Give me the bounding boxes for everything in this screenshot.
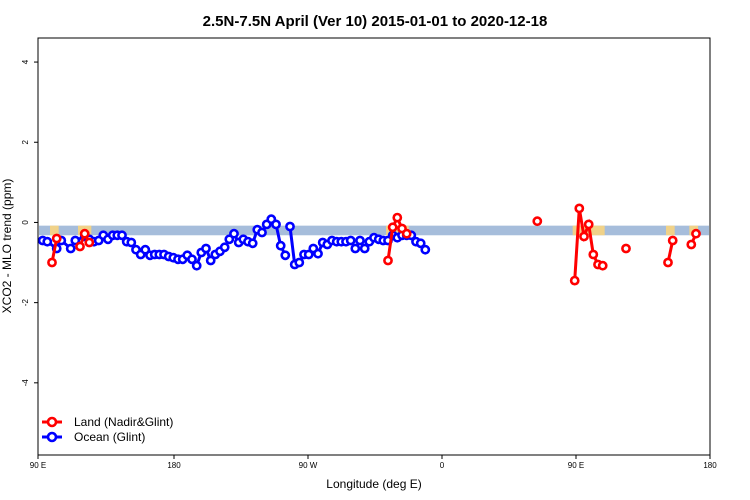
data-point (117, 230, 127, 241)
data-point (350, 243, 361, 254)
legend-label: Ocean (Glint) (74, 430, 145, 444)
data-point (359, 243, 370, 254)
plot-frame (37, 37, 711, 456)
legend-marker (46, 416, 58, 428)
data-point (84, 237, 95, 248)
x-tick-label: 180 (703, 461, 717, 470)
data-point (588, 249, 599, 260)
data-point (532, 216, 543, 227)
series-ocean (37, 214, 431, 271)
y-tick-label: 0 (21, 220, 30, 225)
data-point (569, 275, 580, 286)
legend-marker (46, 431, 58, 443)
legend-label: Land (Nadir&Glint) (74, 415, 173, 429)
series-land (47, 203, 701, 286)
data-point (187, 254, 197, 265)
data-point (383, 255, 393, 266)
land-band-2 (386, 225, 409, 236)
data-point (275, 240, 286, 251)
band-group (39, 225, 709, 236)
data-point (392, 212, 403, 223)
data-point (191, 260, 202, 271)
data-point (219, 242, 230, 253)
chart-title: 2.5N-7.5N April (Ver 10) 2015-01-01 to 2… (203, 13, 548, 30)
data-point (47, 257, 57, 268)
data-point (70, 235, 81, 246)
legend-item: Ocean (Glint) (42, 430, 145, 444)
data-point (415, 238, 426, 249)
data-point (75, 241, 85, 252)
data-point (355, 235, 365, 246)
data-point (271, 219, 281, 230)
y-tick-label: -2 (21, 299, 30, 307)
series-group (37, 203, 701, 286)
land-band-6 (666, 225, 675, 236)
data-point (579, 231, 589, 242)
data-point (387, 222, 398, 233)
data-point (229, 228, 239, 239)
x-axis-label: Longitude (deg E) (326, 477, 421, 491)
x-tick-label: 180 (167, 461, 181, 470)
legend: Land (Nadir&Glint)Ocean (Glint) (42, 415, 173, 444)
data-point (126, 237, 137, 248)
data-point (51, 233, 62, 244)
data-point (574, 203, 585, 214)
y-tick-label: 2 (21, 139, 30, 144)
data-point (420, 244, 431, 255)
data-point (686, 239, 697, 250)
data-point (285, 221, 295, 232)
data-point (79, 228, 90, 239)
data-point (205, 255, 216, 266)
y-axis-label: XCO2 - MLO trend (ppm) (0, 179, 14, 314)
data-point (294, 257, 305, 268)
x-tick-label: 90 E (30, 461, 46, 470)
data-point (280, 250, 291, 261)
land-band-0 (50, 225, 59, 236)
data-point (667, 235, 678, 246)
data-point (583, 219, 594, 230)
y-tick-label: -4 (21, 379, 30, 387)
data-point (65, 243, 76, 254)
data-point (303, 249, 314, 260)
y-tick-label: 4 (21, 59, 30, 64)
data-point (663, 257, 673, 268)
data-point (247, 238, 258, 249)
series-line-ocean-1 (288, 226, 297, 265)
data-point (42, 236, 53, 247)
x-tick-label: 0 (440, 461, 445, 470)
data-point (345, 235, 356, 246)
x-tick-label: 90 W (299, 461, 318, 470)
data-point (691, 228, 701, 239)
data-point (621, 243, 631, 254)
series-line-land-4 (573, 208, 604, 281)
plot-area (37, 203, 709, 286)
legend-item: Land (Nadir&Glint) (42, 415, 173, 429)
x-axis-ticks: 90 E 180 90 W 0 90 E 180 (30, 455, 717, 470)
data-point (257, 227, 267, 238)
y-axis-ticks: -4 -2 0 2 4 (21, 59, 38, 386)
x-tick-label: 90 E (568, 461, 584, 470)
trend-band (39, 225, 709, 236)
data-point (201, 243, 211, 254)
data-point (597, 260, 608, 271)
data-point (401, 228, 412, 239)
data-point (313, 248, 323, 259)
